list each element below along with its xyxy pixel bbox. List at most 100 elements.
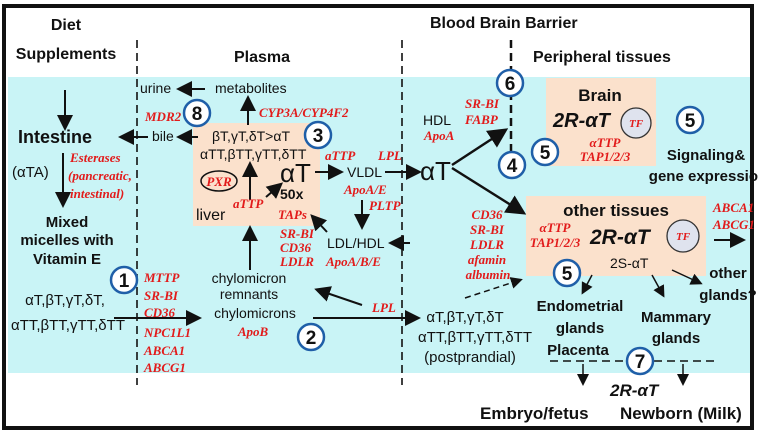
- esterases-1: Esterases: [69, 150, 121, 165]
- step-4-circle: 4: [497, 150, 527, 180]
- other-glands-2: glands?: [699, 287, 757, 304]
- liver-at-label: αT: [280, 158, 311, 188]
- transporter-abca1: ABCA1: [143, 343, 185, 358]
- uptake-cd36: CD36: [471, 207, 503, 222]
- receptor-cd36: CD36: [280, 240, 312, 255]
- header-bbb: Blood Brain Barrier: [430, 15, 578, 32]
- transporter-srbi: SR-BI: [144, 288, 179, 303]
- taps-label: TAPs: [278, 207, 307, 222]
- mammary-2: glands: [652, 330, 700, 347]
- brain-tap: TAP1/2/3: [580, 149, 631, 164]
- step-5-signaling-circle: 5: [675, 105, 705, 135]
- step-7-number: 7: [635, 352, 646, 373]
- apoa-label: ApoA: [423, 128, 455, 143]
- remnants-2: remnants: [220, 286, 278, 302]
- uptake-albumin: albumin: [466, 267, 511, 282]
- ldlhdl-label: LDL/HDL: [327, 235, 385, 251]
- bbb-srbi: SR-BI: [465, 96, 500, 111]
- ata-label: (αTA): [12, 164, 49, 181]
- header-diet: Diet: [51, 17, 82, 34]
- other-tf-label: TF: [676, 231, 691, 243]
- step-2-number: 2: [306, 328, 317, 349]
- esterases-2: (pancreatic,: [68, 168, 132, 183]
- step-1-number: 1: [119, 271, 130, 292]
- arrow-to-remnants: [314, 286, 363, 306]
- signaling-1: Signaling&: [667, 147, 746, 164]
- endometrial-2: glands: [556, 320, 604, 337]
- arrow-ldl-liver: [310, 214, 328, 233]
- arrow-to-other-glands: [671, 269, 703, 285]
- metabolites-label: metabolites: [215, 80, 287, 96]
- other-2r-at: 2R-αT: [589, 226, 652, 249]
- bbb-fabp: FABP: [464, 112, 499, 127]
- cyp-label: CYP3A/CYP4F2: [259, 105, 349, 120]
- other-attp: αTTP: [539, 220, 571, 235]
- uptake-afamin: afamin: [468, 252, 506, 267]
- step-8-circle: 8: [182, 98, 212, 128]
- liver-forms-1: βT,γT,δT>αT: [212, 128, 290, 144]
- abcg1-label: ABCG1: [712, 217, 755, 232]
- vldl-label: VLDL: [347, 164, 382, 180]
- postprandial-1: αT,βT,γT,δT: [426, 309, 503, 326]
- hdl-label: HDL: [423, 112, 451, 128]
- brain-tf-label: TF: [629, 118, 644, 130]
- arrow-to-endometrial: [581, 274, 593, 295]
- step-3-circle: 3: [303, 120, 333, 150]
- uptake-srbi: SR-BI: [470, 222, 505, 237]
- remnants-1: chylomicron: [212, 270, 287, 286]
- two-s-at: 2S-αT: [610, 255, 649, 271]
- step-5-brain-circle: 5: [530, 137, 560, 167]
- micelles-2: micelles with: [20, 232, 113, 249]
- transporter-mttp: MTTP: [143, 270, 180, 285]
- dietary-forms-1: αT,βT,γT,δT,: [25, 292, 105, 309]
- vldl-attp-label: aTTP: [325, 148, 356, 163]
- mammary-1: Mammary: [641, 309, 712, 326]
- endometrial-1: Endometrial: [537, 298, 624, 315]
- embryo-label: Embryo/fetus: [480, 404, 589, 423]
- step-5-tissues-number: 5: [562, 264, 573, 285]
- other-tap: TAP1/2/3: [530, 235, 581, 250]
- brain-2r-at: 2R-αT: [552, 110, 612, 132]
- step-6-number: 6: [505, 74, 516, 95]
- step-4-number: 4: [507, 156, 518, 177]
- apoabe-label: ApoA/B/E: [325, 254, 381, 269]
- header-plasma: Plasma: [234, 49, 290, 66]
- step-5-tissues-circle: 5: [552, 258, 582, 288]
- receptor-ldlr: LDLR: [279, 254, 314, 269]
- fifty-x-label: 50x: [280, 186, 304, 202]
- micelles-1: Mixed: [46, 214, 89, 231]
- liver-label: liver: [196, 207, 226, 224]
- arrow-to-mammary: [651, 274, 665, 298]
- arrow-50x: [265, 182, 284, 199]
- abca1-label: ABCA1: [712, 200, 754, 215]
- step-5-signaling-number: 5: [685, 111, 696, 132]
- other-tf-circle: [666, 219, 700, 253]
- transporter-npc1l1: NPC1L1: [143, 325, 191, 340]
- lpl-label: LPL: [377, 148, 402, 163]
- placenta-label: Placenta: [547, 342, 609, 359]
- pltp-label: PLTP: [369, 198, 402, 213]
- receptor-srbi: SR-BI: [280, 226, 315, 241]
- step-5-brain-number: 5: [540, 143, 551, 164]
- urine-label: urine: [140, 80, 171, 96]
- transporter-cd36: CD36: [144, 305, 176, 320]
- liver-forms-2: αTT,βTT,γTT,δTT: [200, 146, 307, 162]
- header-supplements: Supplements: [16, 46, 117, 63]
- step-2-circle: 2: [296, 322, 326, 352]
- pxr-ellipse: [200, 170, 238, 192]
- mdr2-label: MDR2: [144, 109, 182, 124]
- uptake-ldlr: LDLR: [469, 237, 504, 252]
- micelles-3: Vitamin E: [33, 251, 101, 268]
- step-3-number: 3: [313, 126, 324, 147]
- milk-2r-at: 2R-αT: [609, 381, 660, 400]
- postprandial-2: αTT,βTT,γTT,δTT: [418, 329, 532, 346]
- pxr-label: PXR: [206, 174, 232, 189]
- chylomicrons-label: chylomicrons: [214, 305, 296, 321]
- plasma-at-label: αT: [420, 156, 451, 186]
- esterases-3: intestinal): [70, 186, 124, 201]
- arrow-to-brain: [451, 128, 509, 167]
- other-glands-1: other: [709, 265, 747, 282]
- step-6-circle: 6: [495, 68, 525, 98]
- arrow-to-tissues: [451, 166, 527, 215]
